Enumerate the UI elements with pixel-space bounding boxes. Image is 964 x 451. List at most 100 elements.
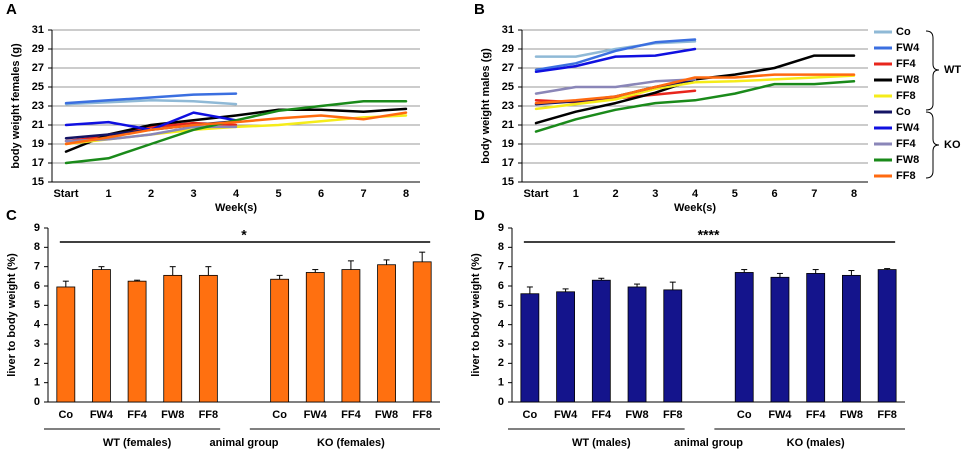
legend-label: FF8 [896,170,916,182]
bar [198,274,218,403]
series-line [64,92,238,105]
group-label: KO (females) [317,437,385,449]
y-tick-label: 1 [34,377,40,389]
x-tick-label: FF4 [592,409,612,421]
y-axis-label: body weight females (g) [10,43,22,169]
y-tick-label: 7 [34,261,40,273]
bar [92,269,111,403]
series-line [534,73,856,105]
x-tick-label: FF4 [127,409,147,421]
significance-label: **** [698,227,720,243]
x-tick-label: FF4 [341,409,361,421]
y-tick-label: 17 [32,157,44,169]
y-tick-label: 19 [502,138,514,150]
bar [520,293,540,403]
x-tick-label: FF8 [663,409,683,421]
y-tick-label: 21 [502,119,514,131]
x-axis-label: Week(s) [215,202,257,214]
legend-label: FW8 [896,154,919,166]
series-line [534,47,697,74]
y-tick-label: 29 [502,43,514,55]
x-tick-label: FW4 [554,409,578,421]
y-tick-label: 5 [34,299,40,311]
bar [806,273,826,403]
x-tick-label: Start [53,188,78,200]
x-tick-label: Co [737,409,752,421]
y-tick-label: 31 [502,24,514,36]
y-tick-label: 2 [498,357,504,369]
y-tick-label: 19 [32,138,44,150]
y-tick-label: 8 [498,241,504,253]
bar [842,274,861,403]
y-tick-label: 15 [32,176,44,188]
y-axis-label: liver to body weight (%) [470,253,482,377]
y-tick-label: 23 [502,100,514,112]
x-tick-label: FW4 [304,409,328,421]
x-tick-label: 8 [403,188,409,200]
x-tick-label: 8 [851,188,857,200]
x-tick-label: FW8 [161,409,184,421]
y-tick-label: 21 [32,119,44,131]
x-tick-label: FW8 [375,409,398,421]
panel-letter: B [474,1,485,18]
legend-label: FF4 [896,138,916,150]
x-tick-label: FW8 [625,409,648,421]
x-tick-label: FF8 [877,409,897,421]
y-tick-label: 2 [34,357,40,369]
legend-group: WT [944,64,961,76]
legend-label: Co [896,106,911,118]
series-line [64,100,408,165]
brace [925,111,940,179]
x-tick-label: 5 [732,188,738,200]
legend-group: KO [944,139,961,151]
y-tick-label: 27 [502,62,514,74]
bar [877,269,897,403]
x-tick-label: Co [272,409,287,421]
x-axis-label: Week(s) [674,202,716,214]
group-label: WT (males) [572,437,631,449]
y-tick-label: 4 [498,319,505,331]
series-line [64,99,238,106]
y-axis-label: body weight males (g) [480,48,492,164]
y-tick-label: 5 [498,299,504,311]
legend-label: FW8 [896,74,919,86]
y-tick-label: 27 [32,62,44,74]
bar [734,272,754,403]
y-tick-label: 9 [34,222,40,234]
series-line [64,107,408,153]
x-tick-label: 1 [105,188,111,200]
x-tick-label: 6 [318,188,324,200]
group-label: WT (females) [103,437,172,449]
y-tick-label: 0 [498,396,504,408]
group-label: KO (males) [787,437,845,449]
y-tick-label: 31 [32,24,44,36]
x-tick-label: 3 [190,188,196,200]
y-tick-label: 15 [502,176,514,188]
y-axis-label: liver to body weight (%) [6,253,18,377]
bar [591,279,611,403]
bar [412,261,432,403]
brace [925,30,940,111]
bar [770,276,790,403]
y-tick-label: 25 [32,81,44,93]
series-line [534,78,697,95]
y-tick-label: 3 [498,338,504,350]
x-tick-label: 4 [692,188,699,200]
x-tick-label: 2 [148,188,154,200]
series-line [534,74,856,111]
bar [163,274,183,403]
x-tick-label: FF8 [199,409,219,421]
x-tick-label: FW8 [840,409,863,421]
panel-letter: C [6,207,17,224]
legend-label: FW4 [896,42,920,54]
series-line [534,54,856,125]
series-line [64,111,408,146]
panel-letter: D [474,207,485,224]
x-tick-label: 2 [612,188,618,200]
bar [56,286,76,403]
x-tick-label: Start [523,188,548,200]
x-tick-label: Co [523,409,538,421]
legend-label: FW4 [896,122,920,134]
x-tick-label: FF4 [806,409,826,421]
